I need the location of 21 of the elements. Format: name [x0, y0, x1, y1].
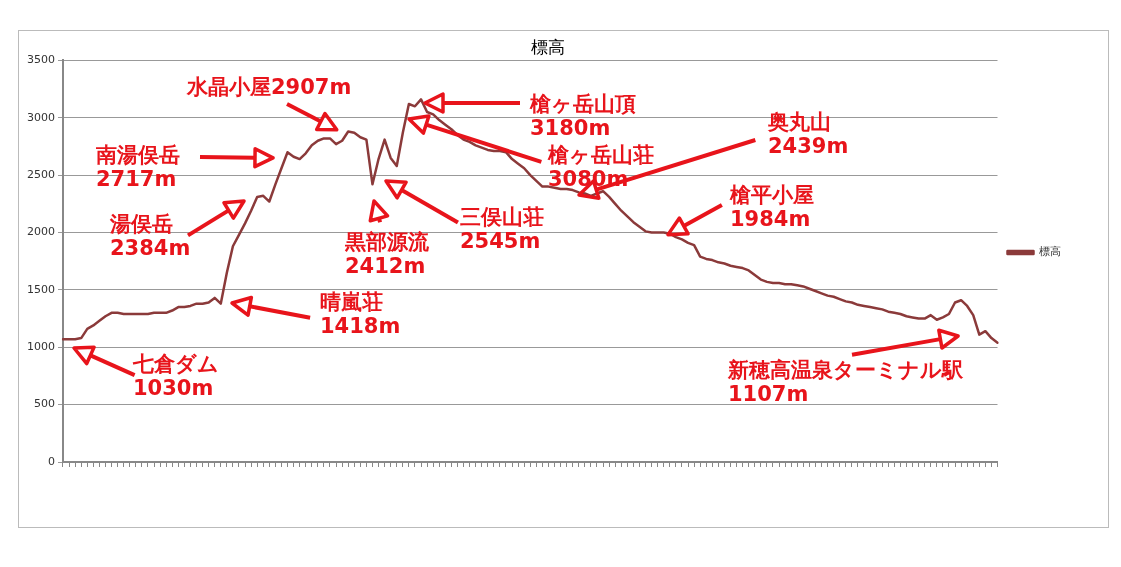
- y-tick-label: 3500: [26, 53, 55, 67]
- annotation: 槍平小屋 1984m: [730, 183, 814, 231]
- annotation: 晴嵐荘 1418m: [320, 290, 401, 338]
- annotation: 黒部源流 2412m: [345, 230, 429, 278]
- y-tick-label: 1500: [26, 282, 55, 296]
- y-tick-label: 1000: [26, 340, 55, 354]
- annotation: 槍ヶ岳山頂 3180m: [530, 92, 636, 140]
- annotation: 水晶小屋2907m: [187, 75, 352, 99]
- y-tick-label: 500: [33, 397, 55, 411]
- y-tick-label: 3000: [26, 110, 55, 124]
- annotation: 新穂高温泉ターミナル駅 1107m: [728, 358, 963, 406]
- y-tick-label: 2500: [26, 168, 55, 181]
- annotation: 三俣山荘 2545m: [460, 205, 544, 253]
- y-tick-label: 0: [47, 454, 55, 468]
- chart-title: 標高: [530, 36, 565, 57]
- legend-label: 標高: [1039, 245, 1061, 259]
- y-tick-label: 2000: [26, 225, 55, 239]
- annotation: 奥丸山 2439m: [768, 110, 849, 158]
- annotation: 南湯俣岳 2717m: [96, 143, 180, 191]
- annotation: 湯俣岳 2384m: [110, 212, 191, 260]
- annotation: 七倉ダム 1030m: [133, 352, 219, 400]
